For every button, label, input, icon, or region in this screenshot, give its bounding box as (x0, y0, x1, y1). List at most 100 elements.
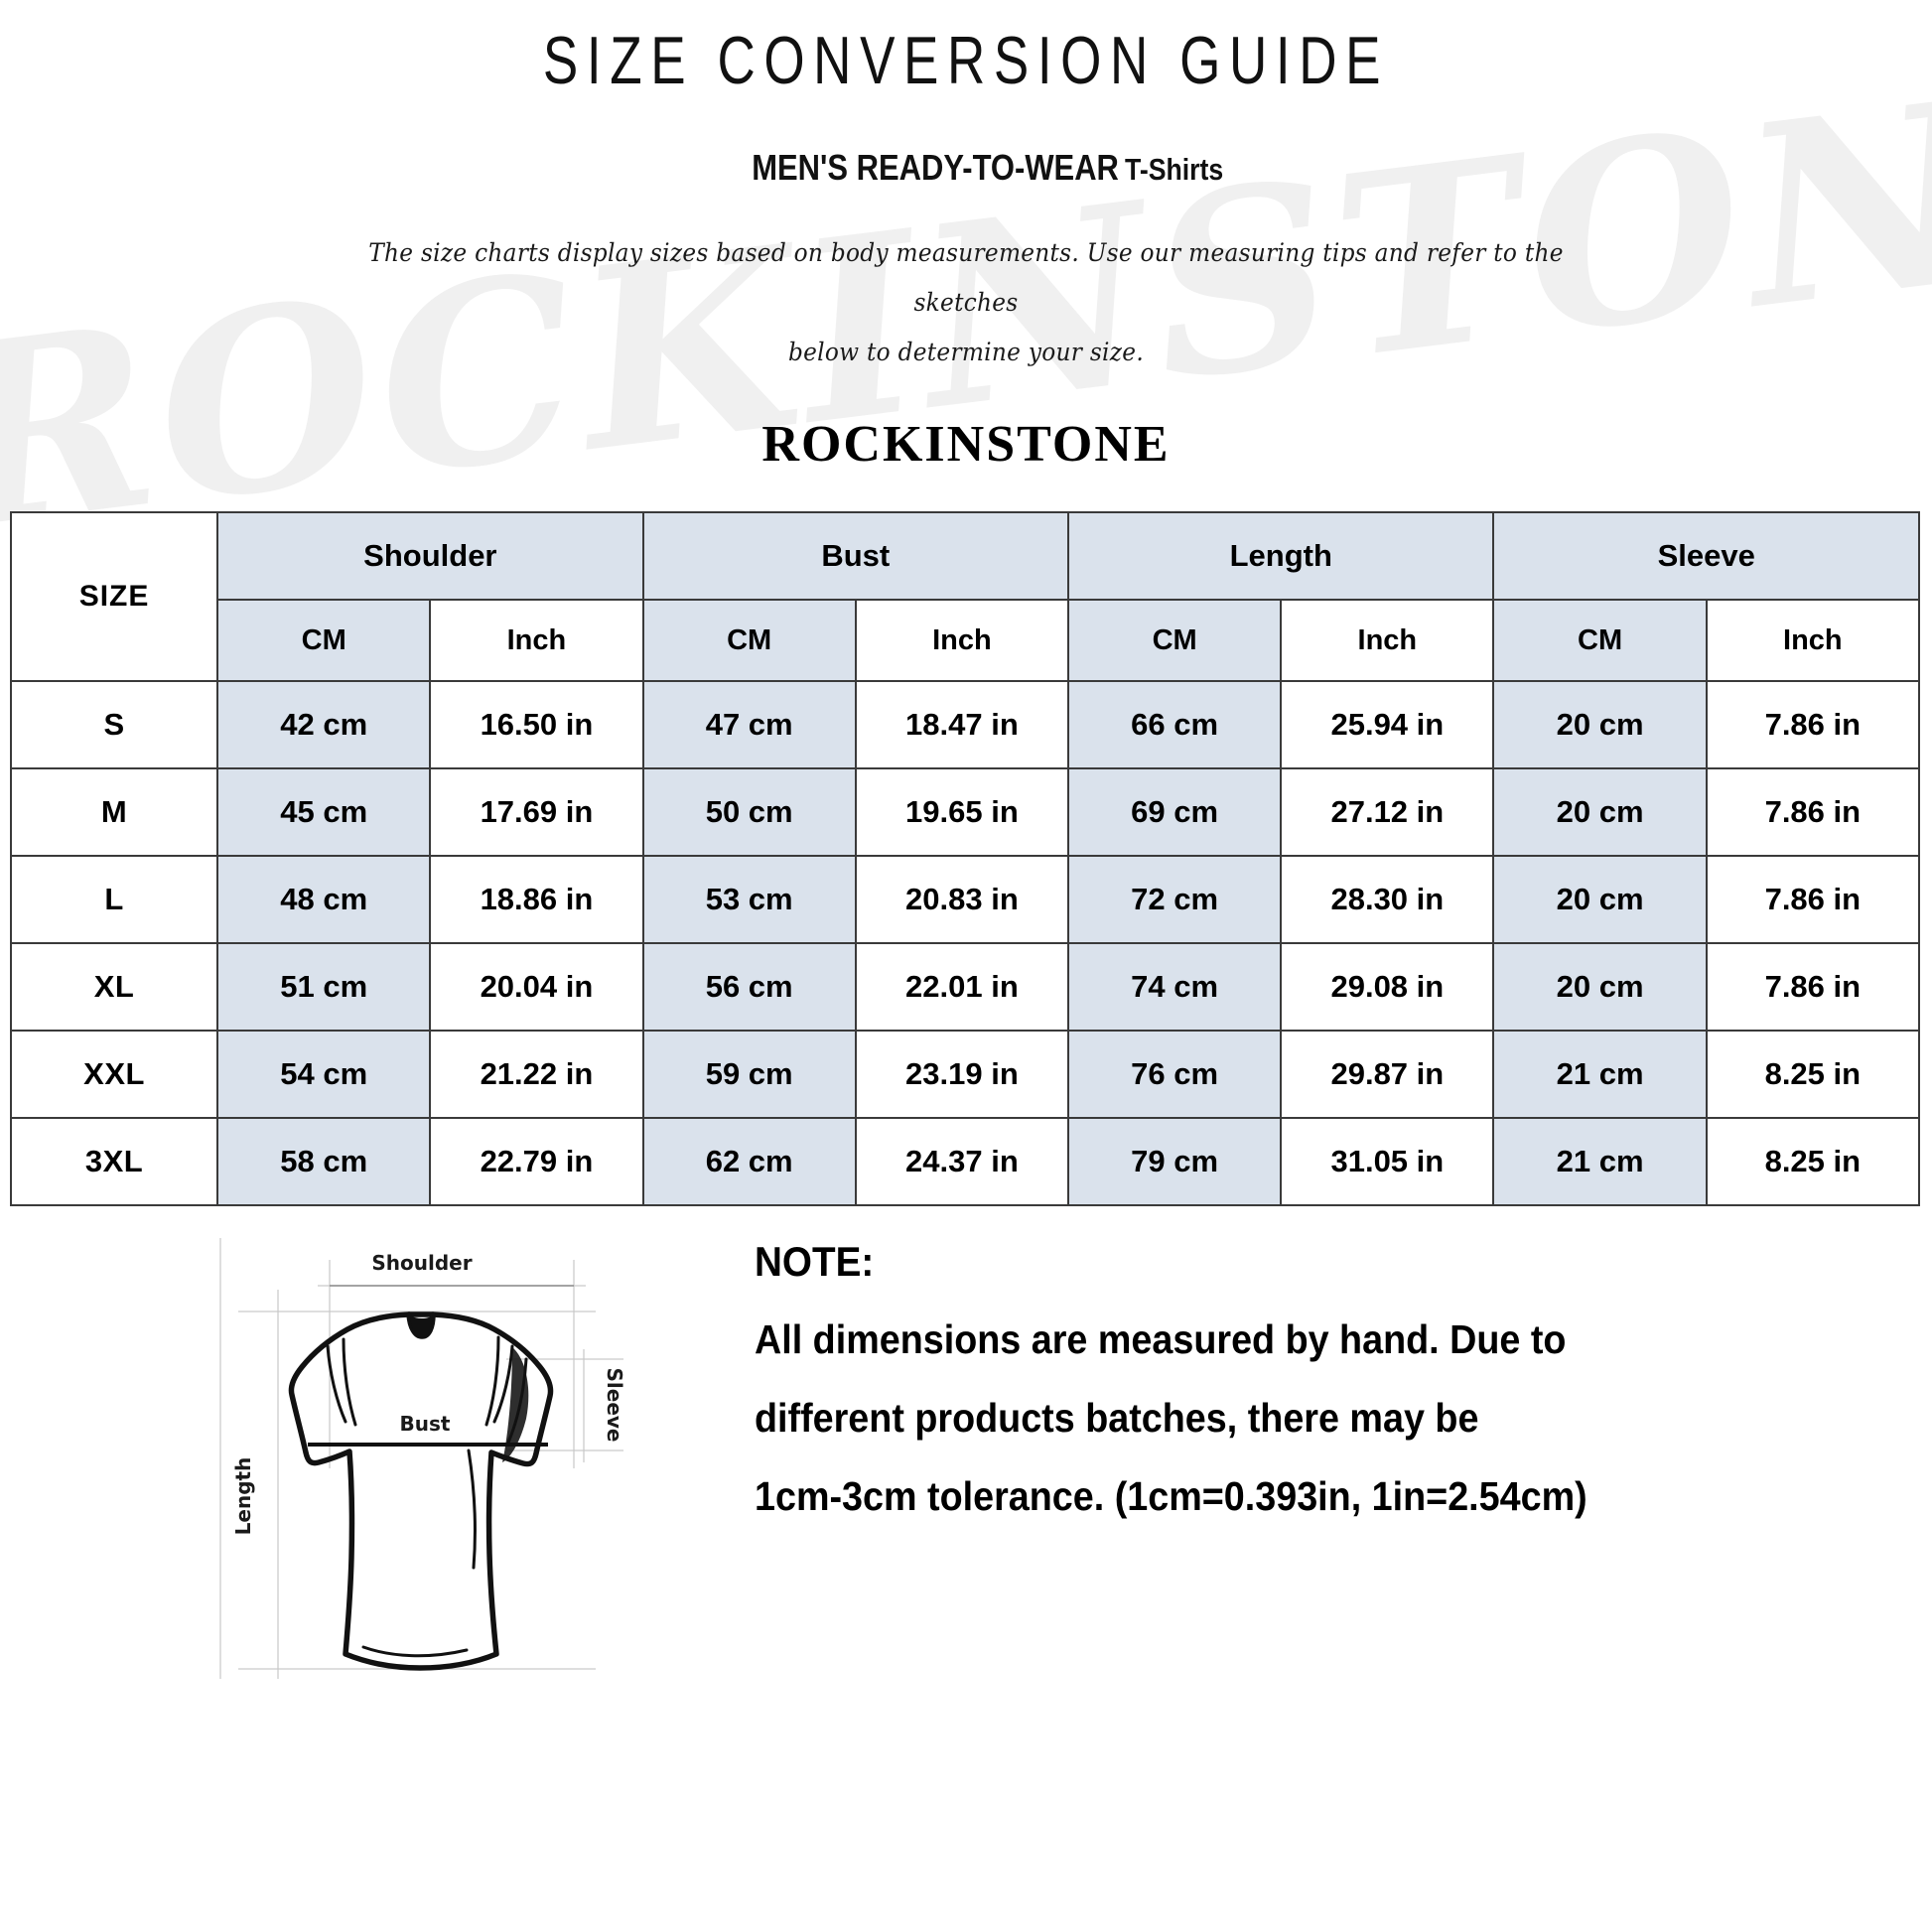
table-row: S 42 cm 16.50 in 47 cm 18.47 in 66 cm 25… (9, 680, 1921, 769)
cell-shoulder-inch: 22.79 in (429, 1117, 644, 1206)
subtitle-product: T-Shirts (1125, 152, 1224, 187)
table-row: 3XL 58 cm 22.79 in 62 cm 24.37 in 79 cm … (9, 1117, 1921, 1206)
cell-length-cm: 69 cm (1067, 767, 1283, 857)
cell-sleeve-inch: 7.86 in (1705, 767, 1921, 857)
cell-shoulder-cm: 58 cm (216, 1117, 432, 1206)
tshirt-measurement-diagram: Shoulder Bust Length Sleeve (179, 1220, 645, 1687)
cell-shoulder-cm: 48 cm (216, 855, 432, 944)
table-body: S 42 cm 16.50 in 47 cm 18.47 in 66 cm 25… (9, 680, 1921, 1206)
header-group-sleeve: Sleeve (1492, 511, 1920, 601)
size-chart-table: SIZE Shoulder Bust Length Sleeve CM Inch… (9, 511, 1921, 1206)
cell-length-inch: 29.08 in (1280, 942, 1495, 1032)
subtitle-category: MEN'S READY-TO-WEAR (752, 147, 1120, 188)
cell-sleeve-cm: 20 cm (1492, 767, 1708, 857)
cell-sleeve-inch: 7.86 in (1705, 855, 1921, 944)
cell-sleeve-cm: 21 cm (1492, 1117, 1708, 1206)
row-size-label: 3XL (9, 1117, 219, 1206)
header-group-length: Length (1067, 511, 1495, 601)
table-row: M 45 cm 17.69 in 50 cm 19.65 in 69 cm 27… (9, 767, 1921, 857)
cell-length-cm: 72 cm (1067, 855, 1283, 944)
page-subtitle: MEN'S READY-TO-WEAR T-Shirts (0, 147, 1932, 189)
cell-sleeve-inch: 7.86 in (1705, 680, 1921, 769)
note-section: NOTE: All dimensions are measured by han… (755, 1238, 1886, 1555)
row-size-label: S (9, 680, 219, 769)
cell-bust-cm: 47 cm (641, 680, 857, 769)
description-text: The size charts display sizes based on b… (271, 228, 1661, 377)
cell-length-cm: 66 cm (1067, 680, 1283, 769)
diagram-label-shoulder: Shoulder (371, 1251, 472, 1275)
table-row: L 48 cm 18.86 in 53 cm 20.83 in 72 cm 28… (9, 855, 1921, 944)
cell-bust-cm: 50 cm (641, 767, 857, 857)
cell-shoulder-inch: 16.50 in (429, 680, 644, 769)
cell-bust-cm: 56 cm (641, 942, 857, 1032)
description-line-1: The size charts display sizes based on b… (368, 238, 1564, 317)
cell-sleeve-cm: 20 cm (1492, 680, 1708, 769)
cell-length-cm: 76 cm (1067, 1030, 1283, 1119)
cell-shoulder-inch: 20.04 in (429, 942, 644, 1032)
diagram-label-length: Length (231, 1457, 255, 1536)
brand-name: ROCKINSTONE (761, 416, 1171, 473)
tshirt-collar (410, 1315, 433, 1337)
table-header-unit-row: CM Inch CM Inch CM Inch CM Inch (11, 599, 1921, 682)
cell-bust-inch: 18.47 in (854, 680, 1070, 769)
diagram-guide-lines (219, 1238, 623, 1679)
note-line-3: 1cm-3cm tolerance. (1cm=0.393in, 1in=2.5… (755, 1473, 1587, 1519)
row-size-label: XL (9, 942, 219, 1032)
cell-sleeve-cm: 20 cm (1492, 942, 1708, 1032)
header-unit-length-inch: Inch (1280, 599, 1495, 682)
cell-bust-cm: 62 cm (641, 1117, 857, 1206)
page-title: SIZE CONVERSION GUIDE (542, 23, 1390, 98)
diagram-dimension-ticks (330, 1285, 574, 1287)
cell-shoulder-inch: 17.69 in (429, 767, 644, 857)
cell-length-cm: 79 cm (1067, 1117, 1283, 1206)
cell-length-inch: 31.05 in (1280, 1117, 1495, 1206)
header-group-shoulder: Shoulder (216, 511, 644, 601)
cell-sleeve-cm: 21 cm (1492, 1030, 1708, 1119)
cell-shoulder-inch: 18.86 in (429, 855, 644, 944)
cell-sleeve-cm: 20 cm (1492, 855, 1708, 944)
cell-sleeve-inch: 8.25 in (1705, 1117, 1921, 1206)
cell-shoulder-inch: 21.22 in (429, 1030, 644, 1119)
cell-bust-inch: 23.19 in (854, 1030, 1070, 1119)
header-group-bust: Bust (641, 511, 1070, 601)
header-unit-bust-cm: CM (641, 599, 857, 682)
cell-bust-cm: 53 cm (641, 855, 857, 944)
table-row: XL 51 cm 20.04 in 56 cm 22.01 in 74 cm 2… (9, 942, 1921, 1032)
diagram-label-sleeve: Sleeve (603, 1368, 626, 1443)
cell-length-inch: 25.94 in (1280, 680, 1495, 769)
header-unit-sleeve-inch: Inch (1705, 599, 1921, 682)
cell-shoulder-cm: 51 cm (216, 942, 432, 1032)
cell-bust-inch: 22.01 in (854, 942, 1070, 1032)
tshirt-right-sleeve-shade (502, 1347, 529, 1462)
row-size-label: XXL (9, 1030, 219, 1119)
table-header-group-row: SIZE Shoulder Bust Length Sleeve (9, 511, 1920, 682)
note-line-1: All dimensions are measured by hand. Due… (755, 1316, 1567, 1362)
page-content: SIZE CONVERSION GUIDE MEN'S READY-TO-WEA… (0, 22, 1932, 1687)
cell-length-cm: 74 cm (1067, 942, 1283, 1032)
header-unit-length-cm: CM (1067, 599, 1283, 682)
header-size: SIZE (9, 511, 219, 682)
header-unit-shoulder-cm: CM (216, 599, 432, 682)
header-unit-bust-inch: Inch (854, 599, 1070, 682)
table-row: XXL 54 cm 21.22 in 59 cm 23.19 in 76 cm … (9, 1030, 1921, 1119)
cell-sleeve-inch: 8.25 in (1705, 1030, 1921, 1119)
cell-bust-inch: 20.83 in (854, 855, 1070, 944)
header-unit-shoulder-inch: Inch (429, 599, 644, 682)
description-line-2: below to determine your size. (787, 338, 1145, 366)
bottom-section: Shoulder Bust Length Sleeve NOTE: All di… (0, 1220, 1932, 1687)
row-size-label: M (9, 767, 219, 857)
header-unit-sleeve-cm: CM (1492, 599, 1708, 682)
cell-bust-inch: 19.65 in (854, 767, 1070, 857)
note-line-2: different products batches, there may be (755, 1395, 1479, 1441)
note-title: NOTE: (755, 1238, 875, 1285)
cell-shoulder-cm: 45 cm (216, 767, 432, 857)
cell-bust-inch: 24.37 in (854, 1117, 1070, 1206)
tshirt-body-folds (361, 1449, 477, 1658)
cell-sleeve-inch: 7.86 in (1705, 942, 1921, 1032)
cell-length-inch: 27.12 in (1280, 767, 1495, 857)
cell-bust-cm: 59 cm (641, 1030, 857, 1119)
cell-length-inch: 29.87 in (1280, 1030, 1495, 1119)
row-size-label: L (9, 855, 219, 944)
cell-shoulder-cm: 42 cm (216, 680, 432, 769)
